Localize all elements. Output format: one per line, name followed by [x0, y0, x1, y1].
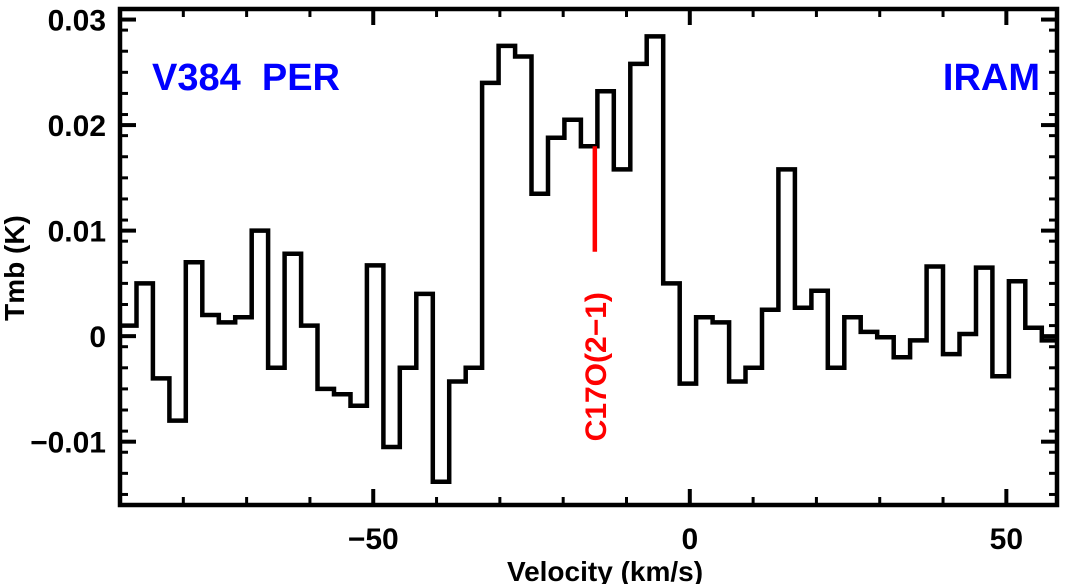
y-tick-label: 0.02 [48, 110, 106, 143]
object-label: V384 PER [152, 57, 340, 99]
y-axis-ticks: −0.01 0 0.01 0.02 0.03 [30, 5, 1057, 496]
x-tick-label: 50 [990, 523, 1023, 556]
x-tick-label: 0 [681, 523, 698, 556]
telescope-label: IRAM [943, 57, 1040, 99]
y-axis-title: Tmb (K) [0, 215, 30, 321]
y-tick-label: 0.03 [48, 5, 106, 38]
y-tick-label: 0 [89, 321, 106, 354]
plot-frame [117, 6, 1060, 508]
y-tick-label: −0.01 [30, 427, 106, 460]
spectrum-step-line [120, 34, 1057, 485]
x-axis-title: Velocity (km/s) [507, 556, 703, 584]
y-tick-label: 0.01 [48, 216, 106, 249]
x-tick-label: −50 [348, 523, 399, 556]
c17o-line-label: C17O(2−1) [580, 292, 613, 441]
